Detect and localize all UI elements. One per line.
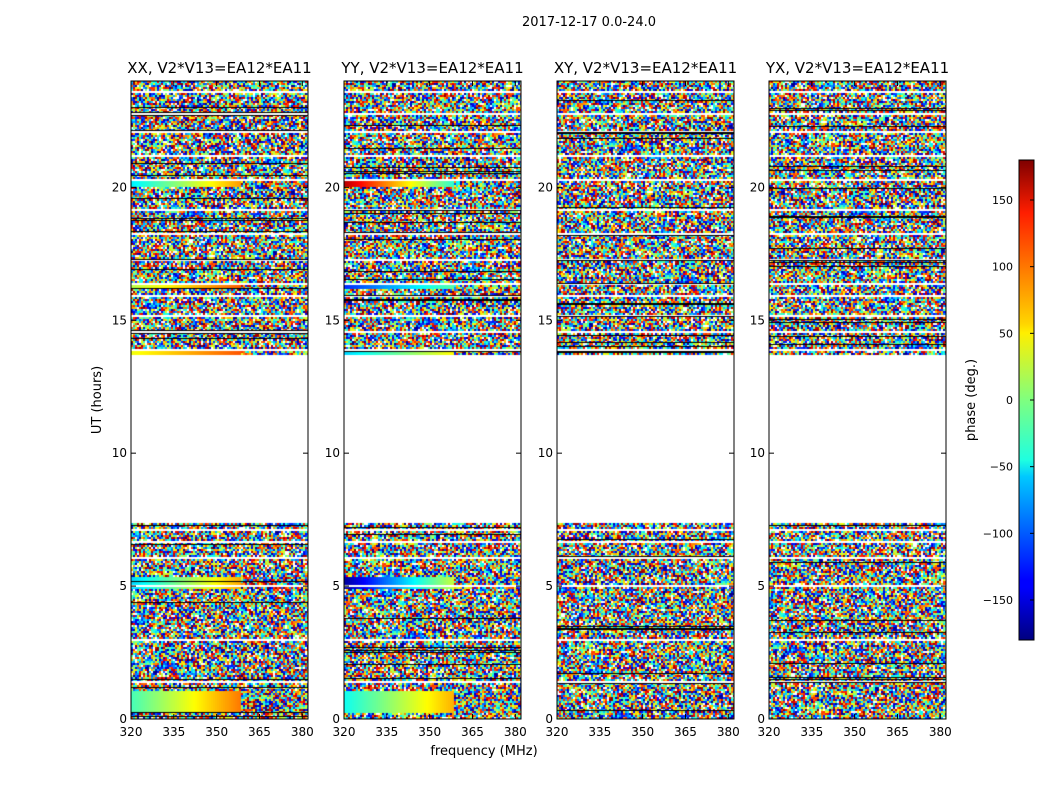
axes-frame xyxy=(130,80,309,720)
y-tick-label: 10 xyxy=(112,446,127,460)
colorbar-tick-label: 150 xyxy=(992,194,1013,207)
colorbar-ticks: 150 100 50 0 −50 −100 −150 xyxy=(983,194,1034,607)
heatmap-image-4 xyxy=(769,81,946,719)
panel-3: XY, V2*V13=EA12*EA11 320 335 350 365 380 0 5 10 1… xyxy=(538,59,740,739)
x-tick-label: 335 xyxy=(375,725,398,739)
y-tick-label: 10 xyxy=(750,446,765,460)
colorbar-tick-label: −100 xyxy=(983,527,1013,540)
y-tick-label: 0 xyxy=(332,712,340,726)
panel-title: XY, V2*V13=EA12*EA11 xyxy=(554,59,737,77)
y-tick-label: 15 xyxy=(112,313,127,327)
axes-frame xyxy=(556,80,735,720)
panel-2: YY, V2*V13=EA12*EA11 320 335 350 365 380 0 5 10 1… xyxy=(325,59,527,739)
y-axis-label: UT (hours) xyxy=(90,366,105,434)
y-tick-label: 15 xyxy=(325,313,340,327)
x-tick-label: 365 xyxy=(461,725,484,739)
y-tick-label: 20 xyxy=(325,180,340,194)
x-tick-label: 350 xyxy=(418,725,441,739)
x-tick-label: 380 xyxy=(717,725,740,739)
colorbar-label: phase (deg.) xyxy=(964,359,979,441)
x-axis-label: frequency (MHz) xyxy=(430,744,537,759)
x-tick-label: 320 xyxy=(758,725,781,739)
panel-1: XX, V2*V13=EA12*EA11 320 335 350 365 380 0 5 10 1… xyxy=(112,59,314,739)
x-tick-label: 365 xyxy=(886,725,909,739)
x-tick-label: 335 xyxy=(588,725,611,739)
panel-title: YX, V2*V13=EA12*EA11 xyxy=(765,59,949,77)
x-tick-label: 335 xyxy=(800,725,823,739)
panels-group: XX, V2*V13=EA12*EA11 320 335 350 365 380 0 5 10 1… xyxy=(112,59,952,739)
y-tick-label: 15 xyxy=(750,313,765,327)
heatmap-image-2 xyxy=(344,81,521,719)
colorbar-tick-label: 50 xyxy=(999,327,1013,340)
x-tick-label: 365 xyxy=(674,725,697,739)
y-tick-label: 20 xyxy=(538,180,553,194)
x-tick-label: 350 xyxy=(843,725,866,739)
colorbar-tick-label: −150 xyxy=(983,594,1013,607)
x-tick-label: 380 xyxy=(929,725,952,739)
y-tick-label: 20 xyxy=(112,180,127,194)
heatmap-image-1 xyxy=(131,81,308,719)
panel-4: YX, V2*V13=EA12*EA11 320 335 350 365 380 0 5 10 1… xyxy=(750,59,952,739)
heatmap-image-3 xyxy=(557,81,734,719)
x-tick-label: 335 xyxy=(162,725,185,739)
colorbar-tick-label: 0 xyxy=(1006,394,1013,407)
x-tick-label: 320 xyxy=(546,725,569,739)
y-tick-label: 5 xyxy=(119,579,127,593)
y-tick-label: 5 xyxy=(545,579,553,593)
x-tick-label: 320 xyxy=(120,725,143,739)
y-tick-label: 0 xyxy=(545,712,553,726)
y-tick-label: 10 xyxy=(538,446,553,460)
x-tick-label: 350 xyxy=(205,725,228,739)
y-tick-label: 20 xyxy=(750,180,765,194)
y-tick-label: 5 xyxy=(757,579,765,593)
x-tick-label: 350 xyxy=(631,725,654,739)
y-tick-label: 15 xyxy=(538,313,553,327)
axes-frame xyxy=(768,80,947,720)
panel-title: XX, V2*V13=EA12*EA11 xyxy=(127,59,311,77)
y-tick-label: 0 xyxy=(757,712,765,726)
x-tick-label: 380 xyxy=(504,725,527,739)
colorbar-tick-label: −50 xyxy=(990,461,1013,474)
x-tick-label: 380 xyxy=(291,725,314,739)
y-tick-label: 10 xyxy=(325,446,340,460)
x-tick-label: 365 xyxy=(248,725,271,739)
x-tick-label: 320 xyxy=(333,725,356,739)
panel-title: YY, V2*V13=EA12*EA11 xyxy=(340,59,523,77)
figure-suptitle: 2017-12-17 0.0-24.0 xyxy=(522,15,656,30)
colorbar-tick-label: 100 xyxy=(992,261,1013,274)
y-tick-label: 5 xyxy=(332,579,340,593)
axes-frame xyxy=(343,80,522,720)
y-tick-label: 0 xyxy=(119,712,127,726)
